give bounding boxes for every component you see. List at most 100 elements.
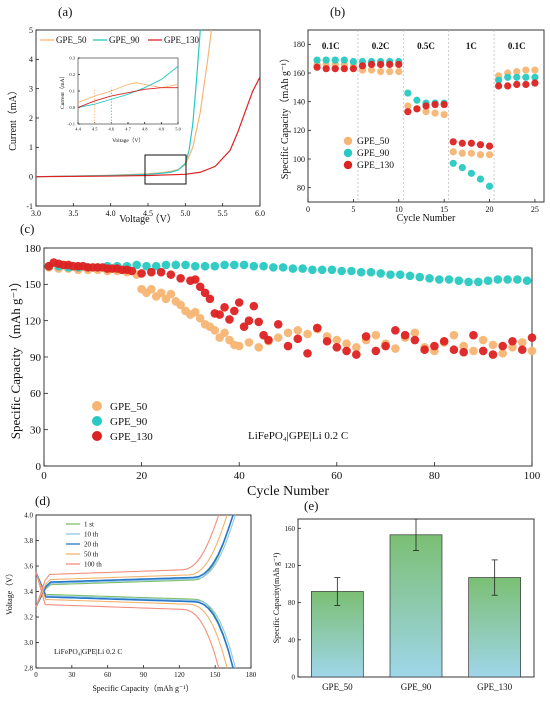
panel-b-legend: GPE_50 GPE_90 GPE_130 — [343, 136, 394, 171]
point-gpe50 — [332, 335, 342, 345]
point-gpe90 — [531, 73, 539, 81]
point-gpe130 — [230, 306, 239, 316]
point-gpe130 — [239, 322, 249, 332]
point-gpe50 — [431, 109, 439, 117]
point-gpe50 — [478, 335, 488, 345]
legend-label-gpe130: GPE_130 — [164, 35, 200, 45]
point-gpe130 — [322, 336, 332, 346]
panel-b-ytick-label: 100 — [293, 155, 305, 164]
point-gpe130 — [413, 105, 421, 113]
point-gpe130 — [371, 346, 381, 356]
point-gpe90 — [513, 275, 522, 284]
point-gpe130 — [504, 82, 512, 90]
rate-label: 0.5C — [417, 41, 435, 51]
point-gpe90 — [181, 260, 190, 270]
point-gpe50 — [476, 151, 485, 159]
panel-d: 0 30 60 90 120 150 180 2.8 3.0 3.2 3.4 3.6 3.8 4.0 Sp… — [5, 511, 257, 693]
point-gpe130 — [195, 282, 205, 292]
panel-d-curves — [35, 514, 237, 669]
point-gpe90 — [190, 261, 200, 271]
panel-e-ytick-label: 80 — [288, 599, 296, 607]
point-gpe50 — [371, 330, 381, 340]
point-gpe90 — [444, 275, 454, 284]
point-gpe90 — [269, 263, 278, 272]
point-gpe130 — [200, 288, 210, 298]
panel-e-ytick-label: 0 — [292, 674, 296, 682]
legend-marker-gpe130 — [343, 160, 353, 170]
point-gpe90 — [503, 275, 512, 284]
inset-xtick-label: 4.9 — [159, 127, 165, 132]
point-gpe50 — [147, 284, 156, 294]
panel-b-rate-labels: 0.1C 0.2C 0.5C 1C 0.1C — [322, 41, 526, 51]
panel-a-ytick-label: -1 — [26, 202, 33, 211]
panel-b: 0 5 10 15 20 25 80 100 120 140 160 180 0.1C 0.2C 0.5C… — [279, 29, 545, 224]
point-gpe130 — [303, 349, 312, 358]
point-gpe130 — [127, 266, 137, 276]
panel-b-ytick-label: 120 — [293, 126, 305, 135]
panel-d-ytick-label: 4.0 — [24, 511, 33, 519]
legend-marker-gpe90 — [92, 416, 102, 426]
discharge-curve — [35, 572, 228, 669]
point-gpe90 — [405, 271, 415, 281]
point-gpe90 — [142, 261, 151, 271]
charge-curve — [35, 514, 234, 608]
point-gpe130 — [508, 336, 517, 346]
point-gpe90 — [327, 265, 337, 275]
point-gpe90 — [278, 263, 288, 272]
point-gpe130 — [517, 345, 527, 355]
panel-e-ytick-label: 40 — [288, 636, 296, 644]
point-gpe90 — [413, 96, 421, 104]
point-gpe130 — [358, 62, 367, 70]
panel-d-ytick-label: 3.6 — [24, 562, 33, 570]
legend-label-gpe50: GPE_50 — [357, 137, 389, 147]
point-gpe130 — [410, 335, 420, 345]
point-gpe130 — [313, 63, 321, 71]
inset-curve-gpe50 — [78, 82, 178, 103]
point-gpe90 — [337, 266, 346, 276]
panel-a-xtick-label: 3.0 — [31, 209, 41, 218]
point-gpe130 — [349, 65, 357, 73]
panel-a-xtick-label: 5.0 — [180, 209, 190, 218]
legend-label-gpe130: GPE_130 — [110, 431, 153, 443]
point-gpe90 — [249, 261, 259, 271]
point-gpe90 — [317, 265, 327, 275]
point-gpe130 — [488, 350, 498, 359]
point-gpe90 — [425, 273, 434, 283]
panel-d-ytick-label: 3.4 — [24, 588, 33, 596]
panel-a-xtick-label: 6.0 — [255, 209, 265, 218]
point-gpe90 — [308, 265, 317, 275]
panel-c-ytick-label: 30 — [30, 425, 42, 437]
panel-d-annotation: LiFePO₄|GPE|Li 0.2 C — [54, 647, 122, 656]
inset-ylabel: Current（mA） — [59, 73, 66, 109]
inset-ytick-label: 0.0 — [69, 105, 75, 110]
panel-d-ytick-label: 3.0 — [24, 639, 33, 647]
legend-label-gpe130: GPE_130 — [357, 161, 394, 171]
inset-ytick-label: 0.1 — [69, 89, 75, 94]
inset-curve-gpe130 — [78, 87, 178, 108]
point-gpe90 — [395, 270, 405, 279]
inset-curve-gpe90 — [78, 65, 178, 108]
point-gpe130 — [293, 334, 303, 344]
point-gpe50 — [410, 328, 420, 338]
point-gpe50 — [391, 344, 400, 353]
panel-a-xtick-label: 4.0 — [106, 209, 116, 218]
point-gpe130 — [377, 60, 385, 68]
point-gpe90 — [200, 261, 210, 271]
panel-a-legend: GPE_50 GPE_90 GPE_130 — [40, 35, 200, 45]
panel-e-ytick-label: 160 — [285, 525, 296, 533]
point-gpe50 — [449, 148, 457, 156]
point-gpe90 — [415, 272, 425, 282]
point-gpe50 — [244, 338, 254, 347]
charge-curve — [35, 514, 228, 608]
panel-label-d: (d) — [35, 493, 50, 508]
point-gpe50 — [422, 108, 430, 116]
point-gpe90 — [349, 57, 357, 66]
panel-b-xtick-label: 5 — [351, 205, 355, 214]
inset-ytick-label: -0.1 — [68, 122, 75, 127]
point-gpe90 — [464, 277, 473, 287]
panel-c-ticks: 0 20 40 60 80 100 0 30 60 90 120 150 180 — [25, 243, 541, 482]
point-gpe130 — [459, 347, 468, 357]
point-gpe50 — [469, 346, 478, 356]
point-gpe50 — [195, 313, 205, 323]
point-gpe130 — [220, 303, 229, 312]
